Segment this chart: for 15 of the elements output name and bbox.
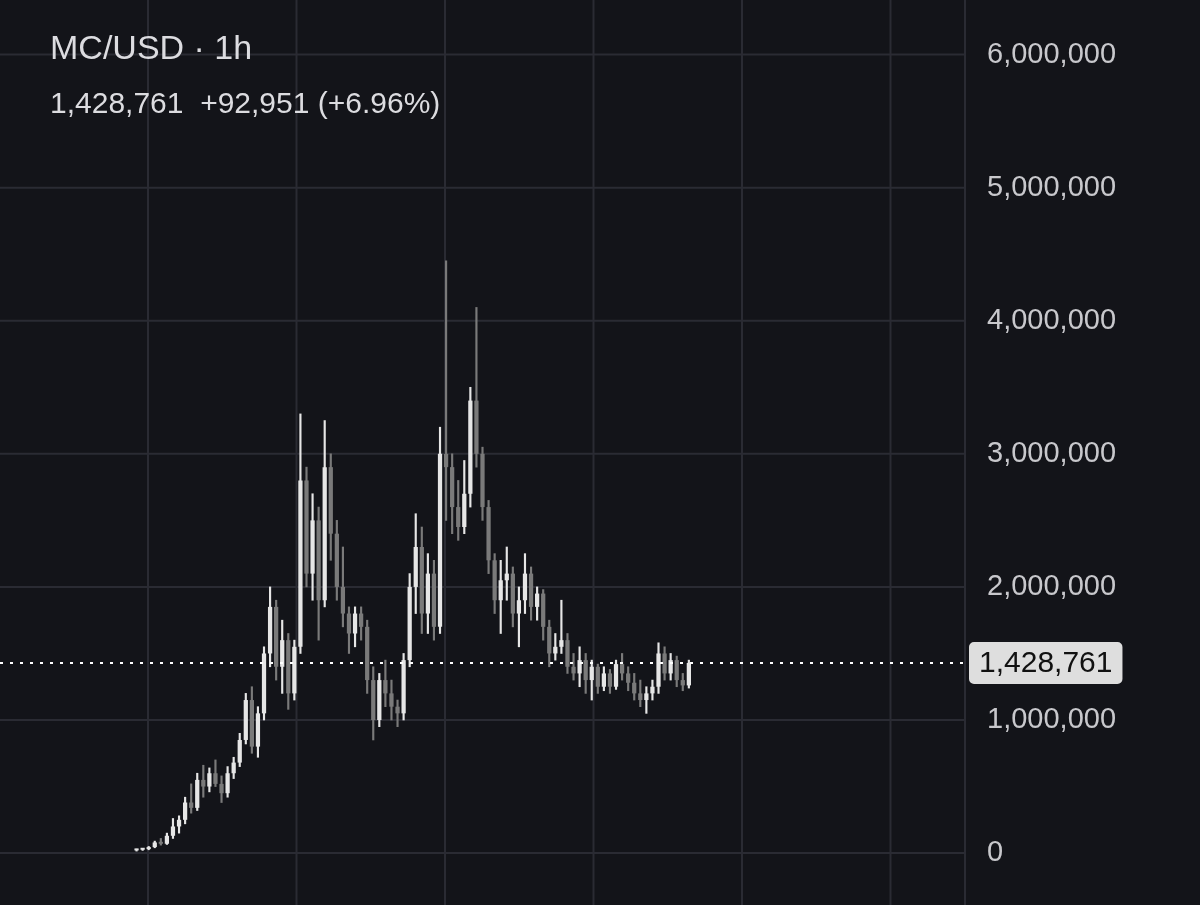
text: 1,428,761 +92,951 (+6.96%) <box>50 86 441 120</box>
candlestick <box>395 699 400 727</box>
text: MC/USD · 1h <box>50 28 253 67</box>
candlestick <box>474 307 479 468</box>
y-tick-label: 6,000,000 <box>987 36 1117 69</box>
candlestick <box>219 775 224 803</box>
y-tick-label: 1,000,000 <box>987 702 1117 735</box>
y-tick-label: 2,000,000 <box>987 568 1117 601</box>
ref-line-label: 1,428,761 <box>979 645 1113 679</box>
y-tick-label: 3,000,000 <box>987 435 1117 468</box>
y-tick-label: 0 <box>987 835 1004 868</box>
y-tick-label: 5,000,000 <box>987 169 1117 202</box>
candlestick <box>650 679 655 701</box>
y-tick-label: 4,000,000 <box>987 302 1117 335</box>
candlestick <box>571 653 576 681</box>
